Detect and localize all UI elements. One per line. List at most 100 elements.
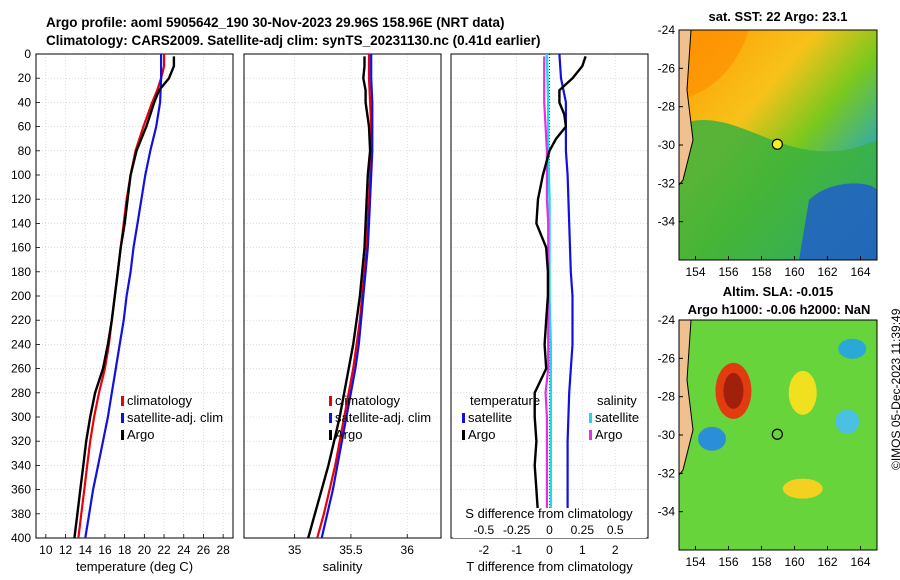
x-tick-label: 14: [79, 543, 93, 557]
salinity-difference-axis-label: S difference from climatology: [465, 506, 633, 521]
y-tick-label: 60: [18, 120, 32, 134]
y-tick-label: 140: [11, 216, 31, 230]
x-tick-label: -2: [478, 543, 489, 557]
top-axis-backdrop: [453, 508, 646, 538]
map-y-tick-label: -24: [658, 23, 676, 37]
y-tick-label: 320: [11, 434, 31, 448]
x-tick-label: 36: [401, 543, 415, 557]
temperature-legend-satellite-swatch: [121, 413, 124, 423]
map-x-tick-label: 160: [784, 265, 804, 279]
map-y-tick-label: -26: [658, 61, 676, 75]
difference-legend-temperature-satellite-swatch: [462, 413, 465, 423]
map-y-tick-label: -34: [658, 505, 676, 519]
difference-legend-salinity-title: salinity: [597, 393, 637, 408]
figure-title-line-2: Climatology: CARS2009. Satellite-adj cli…: [46, 33, 541, 48]
x-tick-label: 12: [59, 543, 73, 557]
argo-float-marker: [771, 428, 783, 440]
salinity-legend-argo-swatch: [329, 430, 332, 440]
map-x-tick-label: 156: [718, 555, 738, 569]
series-line-satellite-adj-clim: [84, 54, 163, 539]
salinity-legend-satellite-label: satellite-adj. clim: [335, 410, 431, 425]
y-tick-label: 260: [11, 362, 31, 376]
y-tick-label: 160: [11, 241, 31, 255]
difference-legend-salinity-satellite-label: satellite: [595, 410, 639, 425]
map-y-tick-label: -32: [658, 176, 676, 190]
map-y-tick-label: -34: [658, 215, 676, 229]
y-tick-label: 240: [11, 337, 31, 351]
salinity-legend-argo-label: Argo: [335, 427, 362, 442]
map-x-tick-label: 164: [850, 265, 870, 279]
temperature-legend-argo-label: Argo: [127, 427, 154, 442]
sla_map: 154 156 158 160 162 164 -24 -26 -28 -30 -32 -34: [658, 313, 878, 569]
map-y-tick-label: -32: [658, 466, 676, 480]
figure-title-line-1: Argo profile: aoml 5905642_190 30-Nov-20…: [46, 15, 505, 30]
y-tick-label: 0: [24, 47, 31, 61]
salinity-legend-climatology-swatch: [329, 396, 332, 406]
sla-low-anomaly-east: [835, 409, 860, 434]
difference-legend-salinity-argo-swatch: [589, 430, 592, 440]
y-tick-label: 220: [11, 313, 31, 327]
map-x-tick-label: 154: [685, 265, 705, 279]
sst-warm-region: [679, 30, 749, 100]
difference-panel: -2 -1 0 1 2 T difference from climatology S di…: [450, 53, 649, 574]
sla-map-title-2: Argo h1000: -0.06 h2000: NaN: [687, 302, 871, 317]
salinity-axes-frame: [243, 53, 442, 539]
map-x-tick-label: 162: [817, 265, 837, 279]
x-tick-label: 24: [177, 543, 191, 557]
temperature-legend-climatology-label: climatology: [127, 393, 193, 408]
map-x-tick-label: 156: [718, 265, 738, 279]
x-tick-label: 35: [288, 543, 302, 557]
x-tick-label: 16: [98, 543, 112, 557]
salinity-legend-climatology-label: climatology: [335, 393, 401, 408]
map-x-tick-label: 164: [850, 555, 870, 569]
map-y-tick-label: -26: [658, 351, 676, 365]
sla-warm-anomaly: [788, 370, 817, 415]
x-tick-label: 20: [138, 543, 152, 557]
y-tick-label: 40: [18, 95, 32, 109]
map-y-tick-label: -30: [658, 428, 676, 442]
series-line-salinity-satellite: [545, 53, 552, 538]
salinity-plot-area: [244, 54, 441, 538]
x-tick-label: 0: [546, 543, 553, 557]
map-y-tick-label: -28: [658, 390, 676, 404]
map-x-tick-label: 154: [685, 555, 705, 569]
y-tick-label: 180: [11, 265, 31, 279]
salinity-panel: 35 35.5 36 salinity climatology satellite-adj…: [243, 53, 442, 574]
sla-low-anomaly-north: [838, 338, 867, 359]
top-x-tick-label: 0: [546, 523, 553, 537]
temperature-plot-area: [36, 54, 233, 538]
sst_map: 154 156 158 160 162 164 -24 -26 -28 -30 -32 -34: [658, 23, 878, 279]
top-x-tick-label: -0.25: [503, 523, 531, 537]
map-y-tick-label: -24: [658, 313, 676, 327]
map-y-tick-label: -28: [658, 100, 676, 114]
x-tick-label: 18: [118, 543, 132, 557]
salinity-x-axis-label: salinity: [323, 559, 363, 574]
x-tick-label: 2: [612, 543, 619, 557]
temperature-panel: 10 12 14 16 18 20 22 24 26 28 temperature (deg C) 0…: [11, 47, 234, 574]
series-line-argo: [73, 56, 176, 539]
y-tick-label: 20: [18, 71, 32, 85]
difference-legend-temperature-argo-swatch: [462, 430, 465, 440]
y-tick-label: 340: [11, 458, 31, 472]
top-x-tick-label: 0.25: [571, 523, 595, 537]
map-x-tick-label: 158: [751, 555, 771, 569]
y-tick-label: 80: [18, 144, 32, 158]
map-y-tick-label: -30: [658, 138, 676, 152]
argo-float-marker: [771, 138, 783, 150]
x-tick-label: 35.5: [339, 543, 363, 557]
sst-cold-region: [799, 183, 877, 260]
temperature-legend-satellite-label: satellite-adj. clim: [127, 410, 223, 425]
map-x-tick-label: 162: [817, 555, 837, 569]
map-x-tick-label: 160: [784, 555, 804, 569]
temperature-legend-climatology-swatch: [121, 396, 124, 406]
series-line-argo: [307, 56, 372, 539]
y-tick-label: 400: [11, 531, 31, 545]
sla-warm-anomaly-south: [782, 478, 823, 499]
map-x-tick-label: 158: [751, 265, 771, 279]
temperature-legend-argo-swatch: [121, 430, 124, 440]
difference-x-axis-label: T difference from climatology: [466, 559, 633, 574]
difference-legend-salinity-satellite-swatch: [589, 413, 592, 423]
x-tick-label: -1: [511, 543, 522, 557]
x-tick-label: 26: [197, 543, 211, 557]
